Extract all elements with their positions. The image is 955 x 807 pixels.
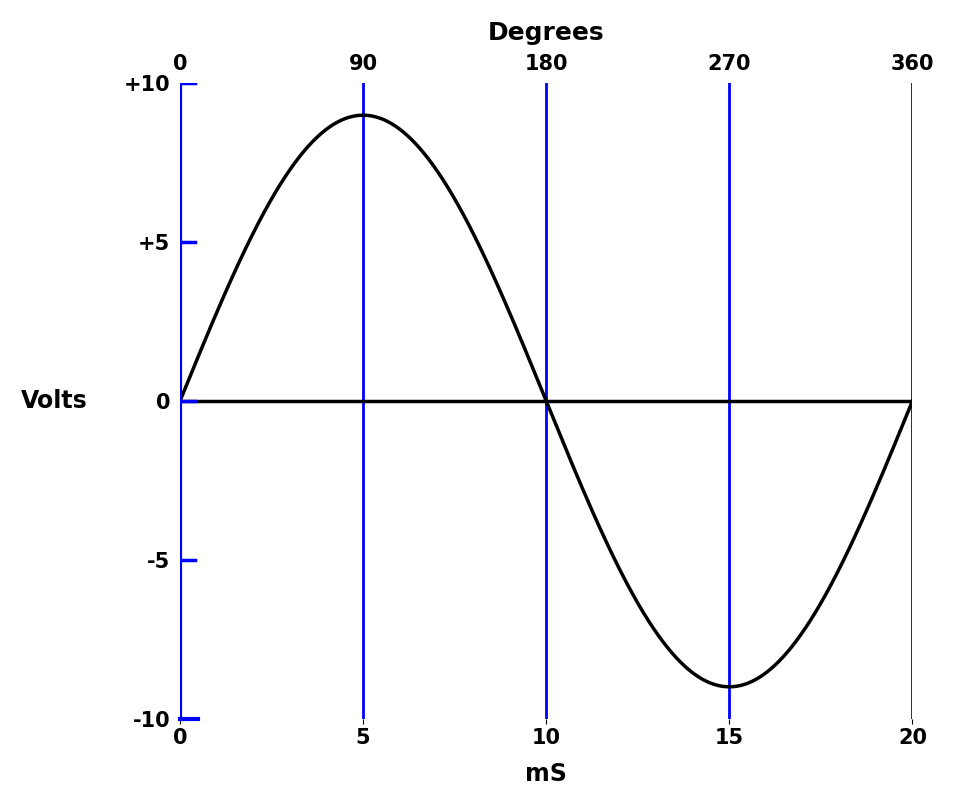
X-axis label: Degrees: Degrees (488, 21, 605, 45)
X-axis label: mS: mS (525, 762, 567, 786)
Y-axis label: Volts: Volts (21, 389, 88, 413)
